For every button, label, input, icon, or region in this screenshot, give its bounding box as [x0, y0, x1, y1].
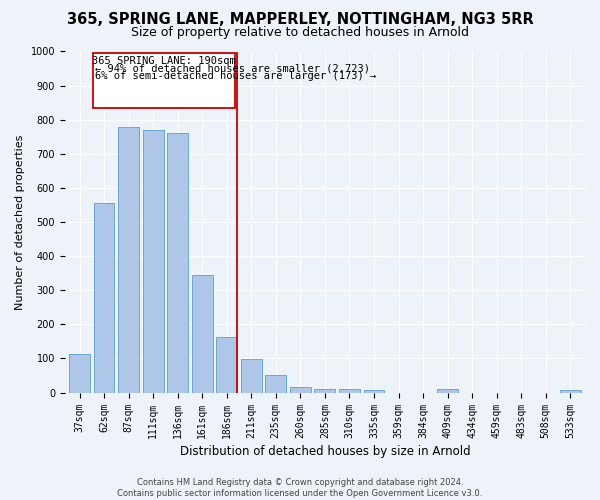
Bar: [143, 130, 164, 392]
Bar: [217, 337, 237, 392]
Y-axis label: Number of detached properties: Number of detached properties: [15, 134, 25, 310]
FancyBboxPatch shape: [93, 53, 235, 108]
Bar: [192, 276, 212, 392]
Bar: [265, 375, 286, 392]
Bar: [437, 389, 458, 392]
Bar: [94, 202, 115, 392]
Bar: [167, 132, 188, 392]
X-axis label: Distribution of detached houses by size in Arnold: Distribution of detached houses by size …: [179, 444, 470, 458]
Text: 6% of semi-detached houses are larger (173) →: 6% of semi-detached houses are larger (1…: [95, 72, 376, 82]
Bar: [241, 360, 262, 392]
Text: 365 SPRING LANE: 190sqm: 365 SPRING LANE: 190sqm: [92, 56, 236, 66]
Bar: [339, 389, 360, 392]
Bar: [364, 390, 385, 392]
Bar: [118, 127, 139, 392]
Text: ← 94% of detached houses are smaller (2,723): ← 94% of detached houses are smaller (2,…: [95, 64, 370, 74]
Text: Size of property relative to detached houses in Arnold: Size of property relative to detached ho…: [131, 26, 469, 39]
Bar: [290, 387, 311, 392]
Bar: [69, 354, 90, 393]
Bar: [560, 390, 581, 392]
Text: Contains HM Land Registry data © Crown copyright and database right 2024.
Contai: Contains HM Land Registry data © Crown c…: [118, 478, 482, 498]
Text: 365, SPRING LANE, MAPPERLEY, NOTTINGHAM, NG3 5RR: 365, SPRING LANE, MAPPERLEY, NOTTINGHAM,…: [67, 12, 533, 28]
Bar: [314, 389, 335, 392]
